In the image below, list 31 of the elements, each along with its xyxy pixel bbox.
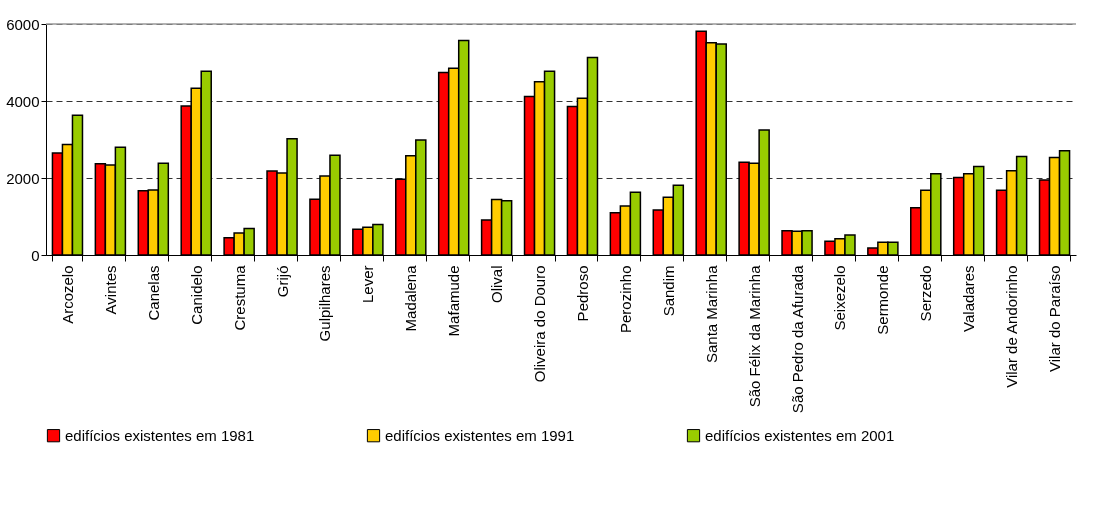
x-tick-label: Gulpilhares bbox=[316, 265, 334, 342]
x-tick-label: São Pedro da Afurada bbox=[788, 264, 806, 414]
x-tick-label: Sandim bbox=[659, 265, 677, 317]
legend-label: edifícios existentes em 2001 bbox=[705, 426, 895, 444]
y-tick-label: 6000 bbox=[6, 15, 40, 33]
y-tick-label: 0 bbox=[31, 246, 40, 264]
x-tick-label: São Félix da Marinha bbox=[745, 264, 763, 408]
x-tick-label: Serzedo bbox=[917, 265, 935, 322]
x-tick-label: Valadares bbox=[960, 265, 978, 332]
x-tick-label: Oliveira do Douro bbox=[531, 265, 549, 383]
x-tick-label: Crestuma bbox=[230, 264, 248, 331]
x-tick-label: Vilar do Paraíso bbox=[1046, 265, 1064, 372]
x-tick-label: Lever bbox=[359, 265, 377, 304]
x-tick-label: Grijó bbox=[273, 265, 291, 298]
x-tick-label: Madalena bbox=[402, 264, 420, 332]
x-tick-label: Olival bbox=[488, 265, 506, 304]
y-tick-label: 2000 bbox=[6, 169, 40, 187]
y-tick-label: 4000 bbox=[6, 92, 40, 110]
x-tick-label: Sermonde bbox=[874, 265, 892, 335]
x-tick-label: Santa Marinha bbox=[702, 264, 720, 364]
x-tick-label: Pedroso bbox=[573, 265, 591, 322]
x-tick-label: Vilar de Andorinho bbox=[1003, 265, 1021, 388]
x-tick-label: Mafamude bbox=[445, 265, 463, 337]
x-tick-label: Perozinho bbox=[616, 265, 634, 334]
x-tick-label: Seixezelo bbox=[831, 265, 849, 331]
x-tick-label: Avintes bbox=[101, 265, 119, 315]
legend-label: edifícios existentes em 1991 bbox=[385, 426, 575, 444]
x-tick-label: Arcozelo bbox=[58, 265, 76, 324]
legend-label: edifícios existentes em 1981 bbox=[65, 426, 255, 444]
x-tick-label: Canelas bbox=[144, 265, 162, 321]
x-tick-label: Canidelo bbox=[187, 265, 205, 325]
